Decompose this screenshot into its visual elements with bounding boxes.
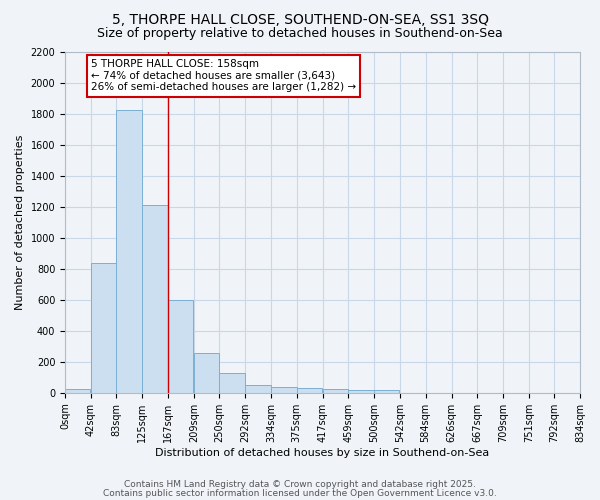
Bar [65, 389, 91, 393]
Bar [245, 385, 271, 393]
Bar [168, 300, 193, 393]
Bar [323, 389, 348, 393]
Bar [220, 372, 245, 393]
Bar [116, 110, 142, 393]
Bar [91, 262, 116, 393]
Text: Contains public sector information licensed under the Open Government Licence v3: Contains public sector information licen… [103, 489, 497, 498]
Y-axis label: Number of detached properties: Number of detached properties [15, 134, 25, 310]
Text: 5, THORPE HALL CLOSE, SOUTHEND-ON-SEA, SS1 3SQ: 5, THORPE HALL CLOSE, SOUTHEND-ON-SEA, S… [112, 12, 488, 26]
Bar [271, 386, 296, 393]
Bar [194, 354, 220, 393]
Text: 5 THORPE HALL CLOSE: 158sqm
← 74% of detached houses are smaller (3,643)
26% of : 5 THORPE HALL CLOSE: 158sqm ← 74% of det… [91, 60, 356, 92]
Text: Size of property relative to detached houses in Southend-on-Sea: Size of property relative to detached ho… [97, 28, 503, 40]
Bar [374, 390, 399, 393]
Text: Contains HM Land Registry data © Crown copyright and database right 2025.: Contains HM Land Registry data © Crown c… [124, 480, 476, 489]
Bar [296, 388, 322, 393]
X-axis label: Distribution of detached houses by size in Southend-on-Sea: Distribution of detached houses by size … [155, 448, 490, 458]
Bar [349, 390, 374, 393]
Bar [142, 205, 167, 393]
